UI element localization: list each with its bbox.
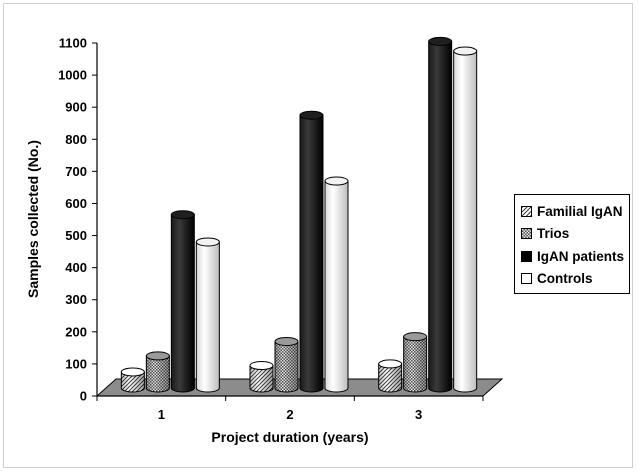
bar-familial-igan-2 <box>249 361 274 393</box>
legend-swatch <box>521 250 532 262</box>
y-tick-label: 200 <box>65 324 87 339</box>
y-tick-label: 700 <box>65 164 87 179</box>
legend-label: IgAN patients <box>537 248 625 264</box>
legend-item-familial-igan: Familial IgAN <box>521 200 629 223</box>
y-axis-title: Samples collected (No.) <box>25 140 41 298</box>
legend-label: Controls <box>537 271 593 287</box>
bar-series-group <box>120 36 478 393</box>
x-tick-label: 3 <box>415 407 422 422</box>
legend-item-igan-patients: IgAN patients <box>521 245 629 268</box>
chart-legend: Familial IgAN Trios IgAN patients Controls <box>514 194 630 294</box>
y-tick-label: 0 <box>80 389 87 404</box>
bar-trios-2 <box>274 336 299 393</box>
y-tick-label: 400 <box>65 260 87 275</box>
y-tick-label: 600 <box>65 196 87 211</box>
bar-controls-3 <box>453 46 478 393</box>
legend-label: Trios <box>537 226 570 242</box>
y-tick-label: 300 <box>65 292 87 307</box>
bar-controls-1 <box>195 237 220 393</box>
bar-controls-2 <box>324 176 349 393</box>
bar-familial-igan-3 <box>378 359 403 393</box>
bar-igan-patients-2 <box>299 110 324 393</box>
legend-swatch <box>521 205 532 217</box>
y-axis-ticks: 0 100 200 300 400 500 600 700 800 900 1000 1100 <box>58 36 97 404</box>
x-tick-label: 1 <box>158 407 165 422</box>
x-axis-ticks: 1 2 3 <box>96 396 484 422</box>
bar-igan-patients-1 <box>170 210 195 393</box>
y-tick-label: 100 <box>65 356 87 371</box>
x-axis-title: Project duration (years) <box>211 429 368 445</box>
bar-trios-1 <box>145 351 170 393</box>
y-tick-label: 500 <box>65 228 87 243</box>
legend-label: Familial IgAN <box>537 203 623 219</box>
y-tick-label: 900 <box>65 100 87 115</box>
bar-familial-igan-1 <box>120 367 145 393</box>
chart-frame <box>3 3 633 468</box>
legend-item-trios: Trios <box>521 223 629 246</box>
legend-swatch <box>521 273 532 285</box>
legend-item-controls: Controls <box>521 268 629 291</box>
y-tick-label: 800 <box>65 132 87 147</box>
bar-igan-patients-3 <box>428 36 453 393</box>
y-tick-label: 1100 <box>59 36 87 51</box>
bar-trios-3 <box>403 332 428 393</box>
legend-swatch <box>521 228 532 240</box>
x-tick-label: 2 <box>286 407 293 422</box>
y-tick-label: 1000 <box>58 68 87 83</box>
